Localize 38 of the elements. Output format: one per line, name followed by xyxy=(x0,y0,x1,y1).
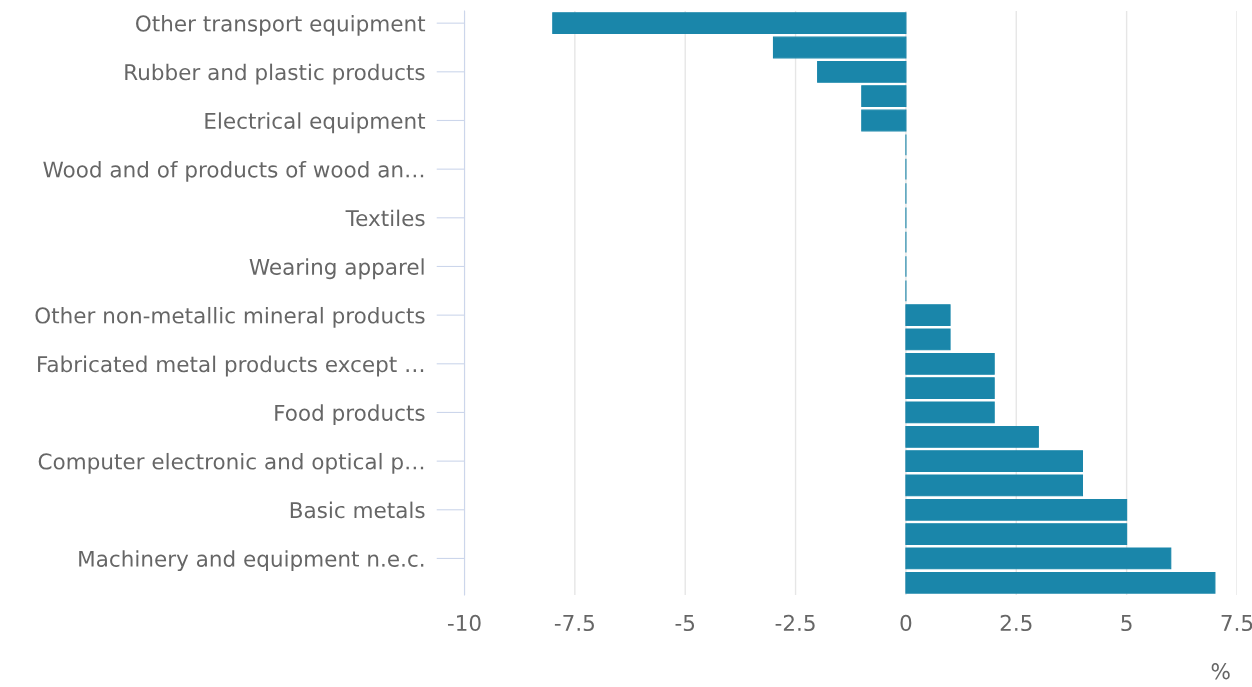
bar xyxy=(905,450,1084,473)
x-tick-label: 5 xyxy=(1121,615,1132,632)
y-tick-label: Wearing apparel xyxy=(249,258,424,280)
y-tick-label: Other transport equipment xyxy=(136,14,426,36)
y-tick-label: Computer electronic and optical p… xyxy=(38,452,424,474)
y-tick-label: Electrical equipment xyxy=(205,112,426,134)
bar xyxy=(861,109,907,132)
y-tick-label: Other non-metallic mineral products xyxy=(35,306,425,328)
bar xyxy=(905,401,995,424)
y-tick-label: Basic metals xyxy=(290,501,425,519)
x-tick-label: 7.5 xyxy=(1221,615,1252,632)
x-tick-label: -5 xyxy=(675,615,695,632)
y-tick-label: Wood and of products of wood an… xyxy=(43,160,424,182)
bar xyxy=(772,36,907,59)
y-tick-label: Textiles xyxy=(345,209,425,227)
x-tick-label: 2.5 xyxy=(1000,614,1032,632)
bar xyxy=(905,474,1084,497)
x-axis-title: % xyxy=(1211,663,1230,680)
bar xyxy=(905,328,951,351)
bar xyxy=(861,85,907,108)
x-tick-label: 0 xyxy=(900,614,912,632)
x-tick-label: -7.5 xyxy=(554,615,594,632)
bar xyxy=(905,547,1172,570)
bar xyxy=(905,425,1039,448)
y-tick-label: Food products xyxy=(275,404,425,426)
bar xyxy=(905,377,995,400)
y-tick-label: Machinery and equipment n.e.c. xyxy=(79,550,424,572)
bar xyxy=(905,352,995,375)
bar xyxy=(905,523,1128,546)
bar xyxy=(905,304,951,327)
bar xyxy=(817,60,907,83)
x-tick-label: -2.5 xyxy=(775,614,815,632)
x-tick-label: -10 xyxy=(447,614,481,632)
bar xyxy=(905,571,1216,594)
bar xyxy=(552,12,907,35)
y-tick-label: Fabricated metal products except … xyxy=(38,355,424,377)
y-tick-label: Rubber and plastic products xyxy=(125,63,425,85)
bar xyxy=(905,498,1128,521)
